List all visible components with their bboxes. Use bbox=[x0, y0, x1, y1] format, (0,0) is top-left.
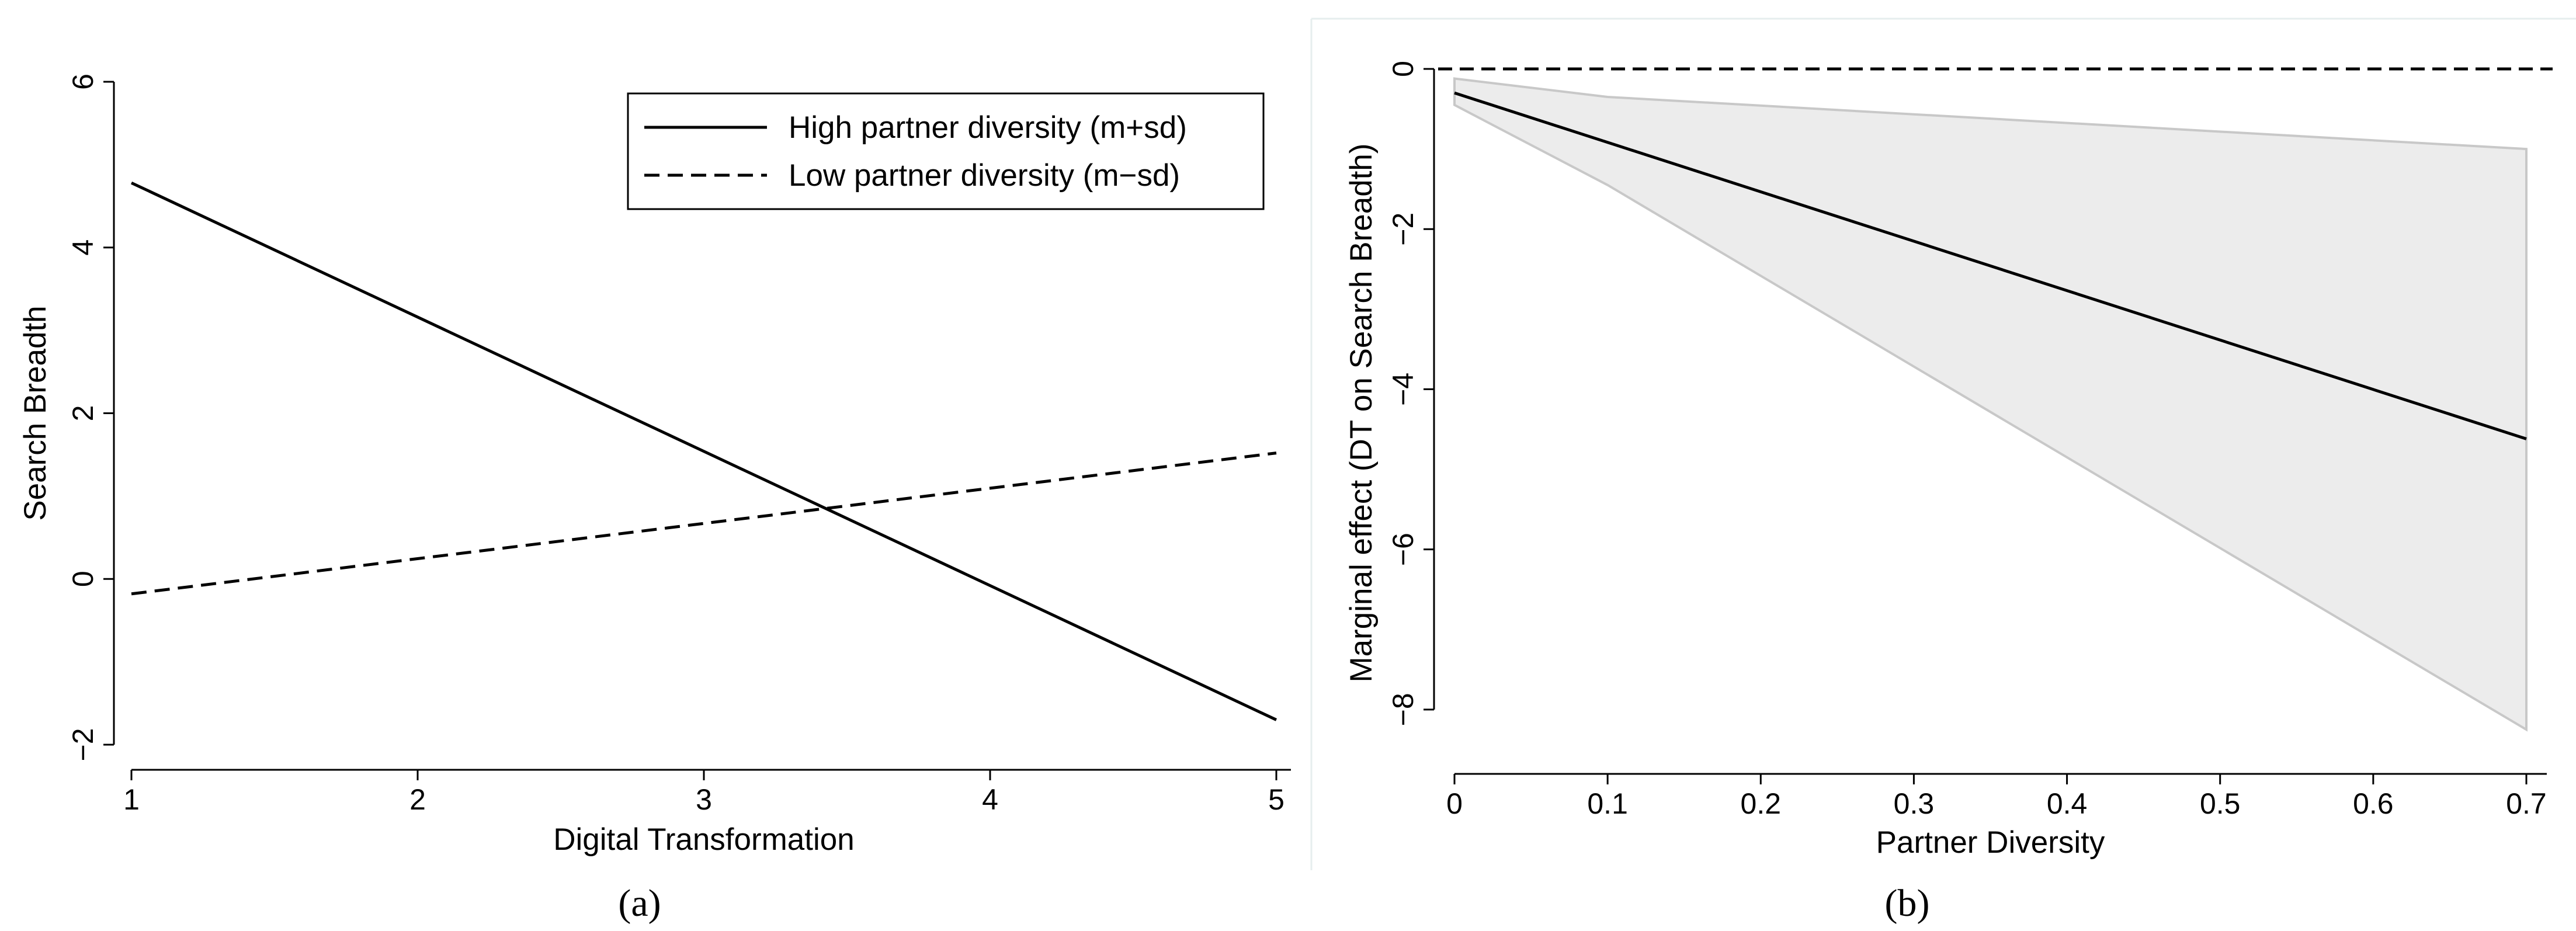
panel-b-x-tick-label: 0.2 bbox=[1741, 787, 1782, 820]
panel-a-y-tick-label: 6 bbox=[67, 74, 99, 90]
panel-b-confidence-band bbox=[1453, 77, 2528, 732]
chart-panel-a: 1 2 3 4 5 −2 0 2 4 6 Digital Transformation Search … bbox=[18, 74, 1291, 857]
panel-b-y-tick-label: −6 bbox=[1387, 533, 1419, 566]
panel-a-y-tick-label: 4 bbox=[67, 239, 99, 256]
panel-b-x-tick-label: 0.1 bbox=[1587, 787, 1628, 820]
panel-b-x-axis-title: Partner Diversity bbox=[1876, 825, 2105, 860]
panel-a-y-tick-label: 2 bbox=[67, 405, 99, 422]
panel-b-y-axis-title: Marginal effect (DT on Search Breadth) bbox=[1344, 143, 1379, 682]
panel-b-y-tick-label: −2 bbox=[1387, 213, 1419, 246]
panel-b-x-tick-label: 0.4 bbox=[2047, 787, 2088, 820]
panel-a-legend-label: Low partner diversity (m−sd) bbox=[789, 158, 1180, 193]
panel-b-label: (b) bbox=[1885, 882, 1930, 925]
panel-b-x-tick-label: 0 bbox=[1446, 787, 1463, 820]
panel-a-legend bbox=[627, 92, 1265, 210]
panel-a-x-tick-label: 1 bbox=[123, 783, 140, 816]
chart-panel-b: 0 0.1 0.2 0.3 0.4 0.5 0.6 0.7 0 −2 −4 −6 −8 Partner D… bbox=[1344, 61, 2553, 860]
panel-a-y-tick-label: 0 bbox=[67, 571, 99, 587]
panel-a-x-tick-label: 2 bbox=[409, 783, 426, 816]
panel-b-y-tick-label: −8 bbox=[1387, 693, 1419, 726]
panel-a-x-tick-label: 4 bbox=[982, 783, 998, 816]
panel-b-x-tick-label: 0.6 bbox=[2353, 787, 2394, 820]
panel-a-x-axis-title: Digital Transformation bbox=[553, 822, 854, 857]
panel-a-y-tick-label: −2 bbox=[67, 728, 99, 761]
panel-b-y-tick-label: 0 bbox=[1387, 61, 1419, 77]
panel-a-series-line-high bbox=[130, 181, 1277, 721]
panel-b-x-tick-label: 0.3 bbox=[1894, 787, 1935, 820]
panel-a-series-line-low bbox=[131, 451, 1277, 596]
panel-b-marginal-effect-line bbox=[1454, 91, 2527, 440]
panel-a-x-tick-label: 5 bbox=[1268, 783, 1284, 816]
panel-b-y-tick-label: −4 bbox=[1387, 373, 1419, 406]
panel-b-x-tick-label: 0.5 bbox=[2200, 787, 2241, 820]
panel-a-legend-label: High partner diversity (m+sd) bbox=[789, 110, 1187, 145]
panel-a-x-tick-label: 3 bbox=[696, 783, 712, 816]
panel-a-y-axis-title: Search Breadth bbox=[18, 305, 53, 520]
panel-b-x-tick-label: 0.7 bbox=[2506, 787, 2547, 820]
panel-a-label: (a) bbox=[618, 882, 661, 925]
